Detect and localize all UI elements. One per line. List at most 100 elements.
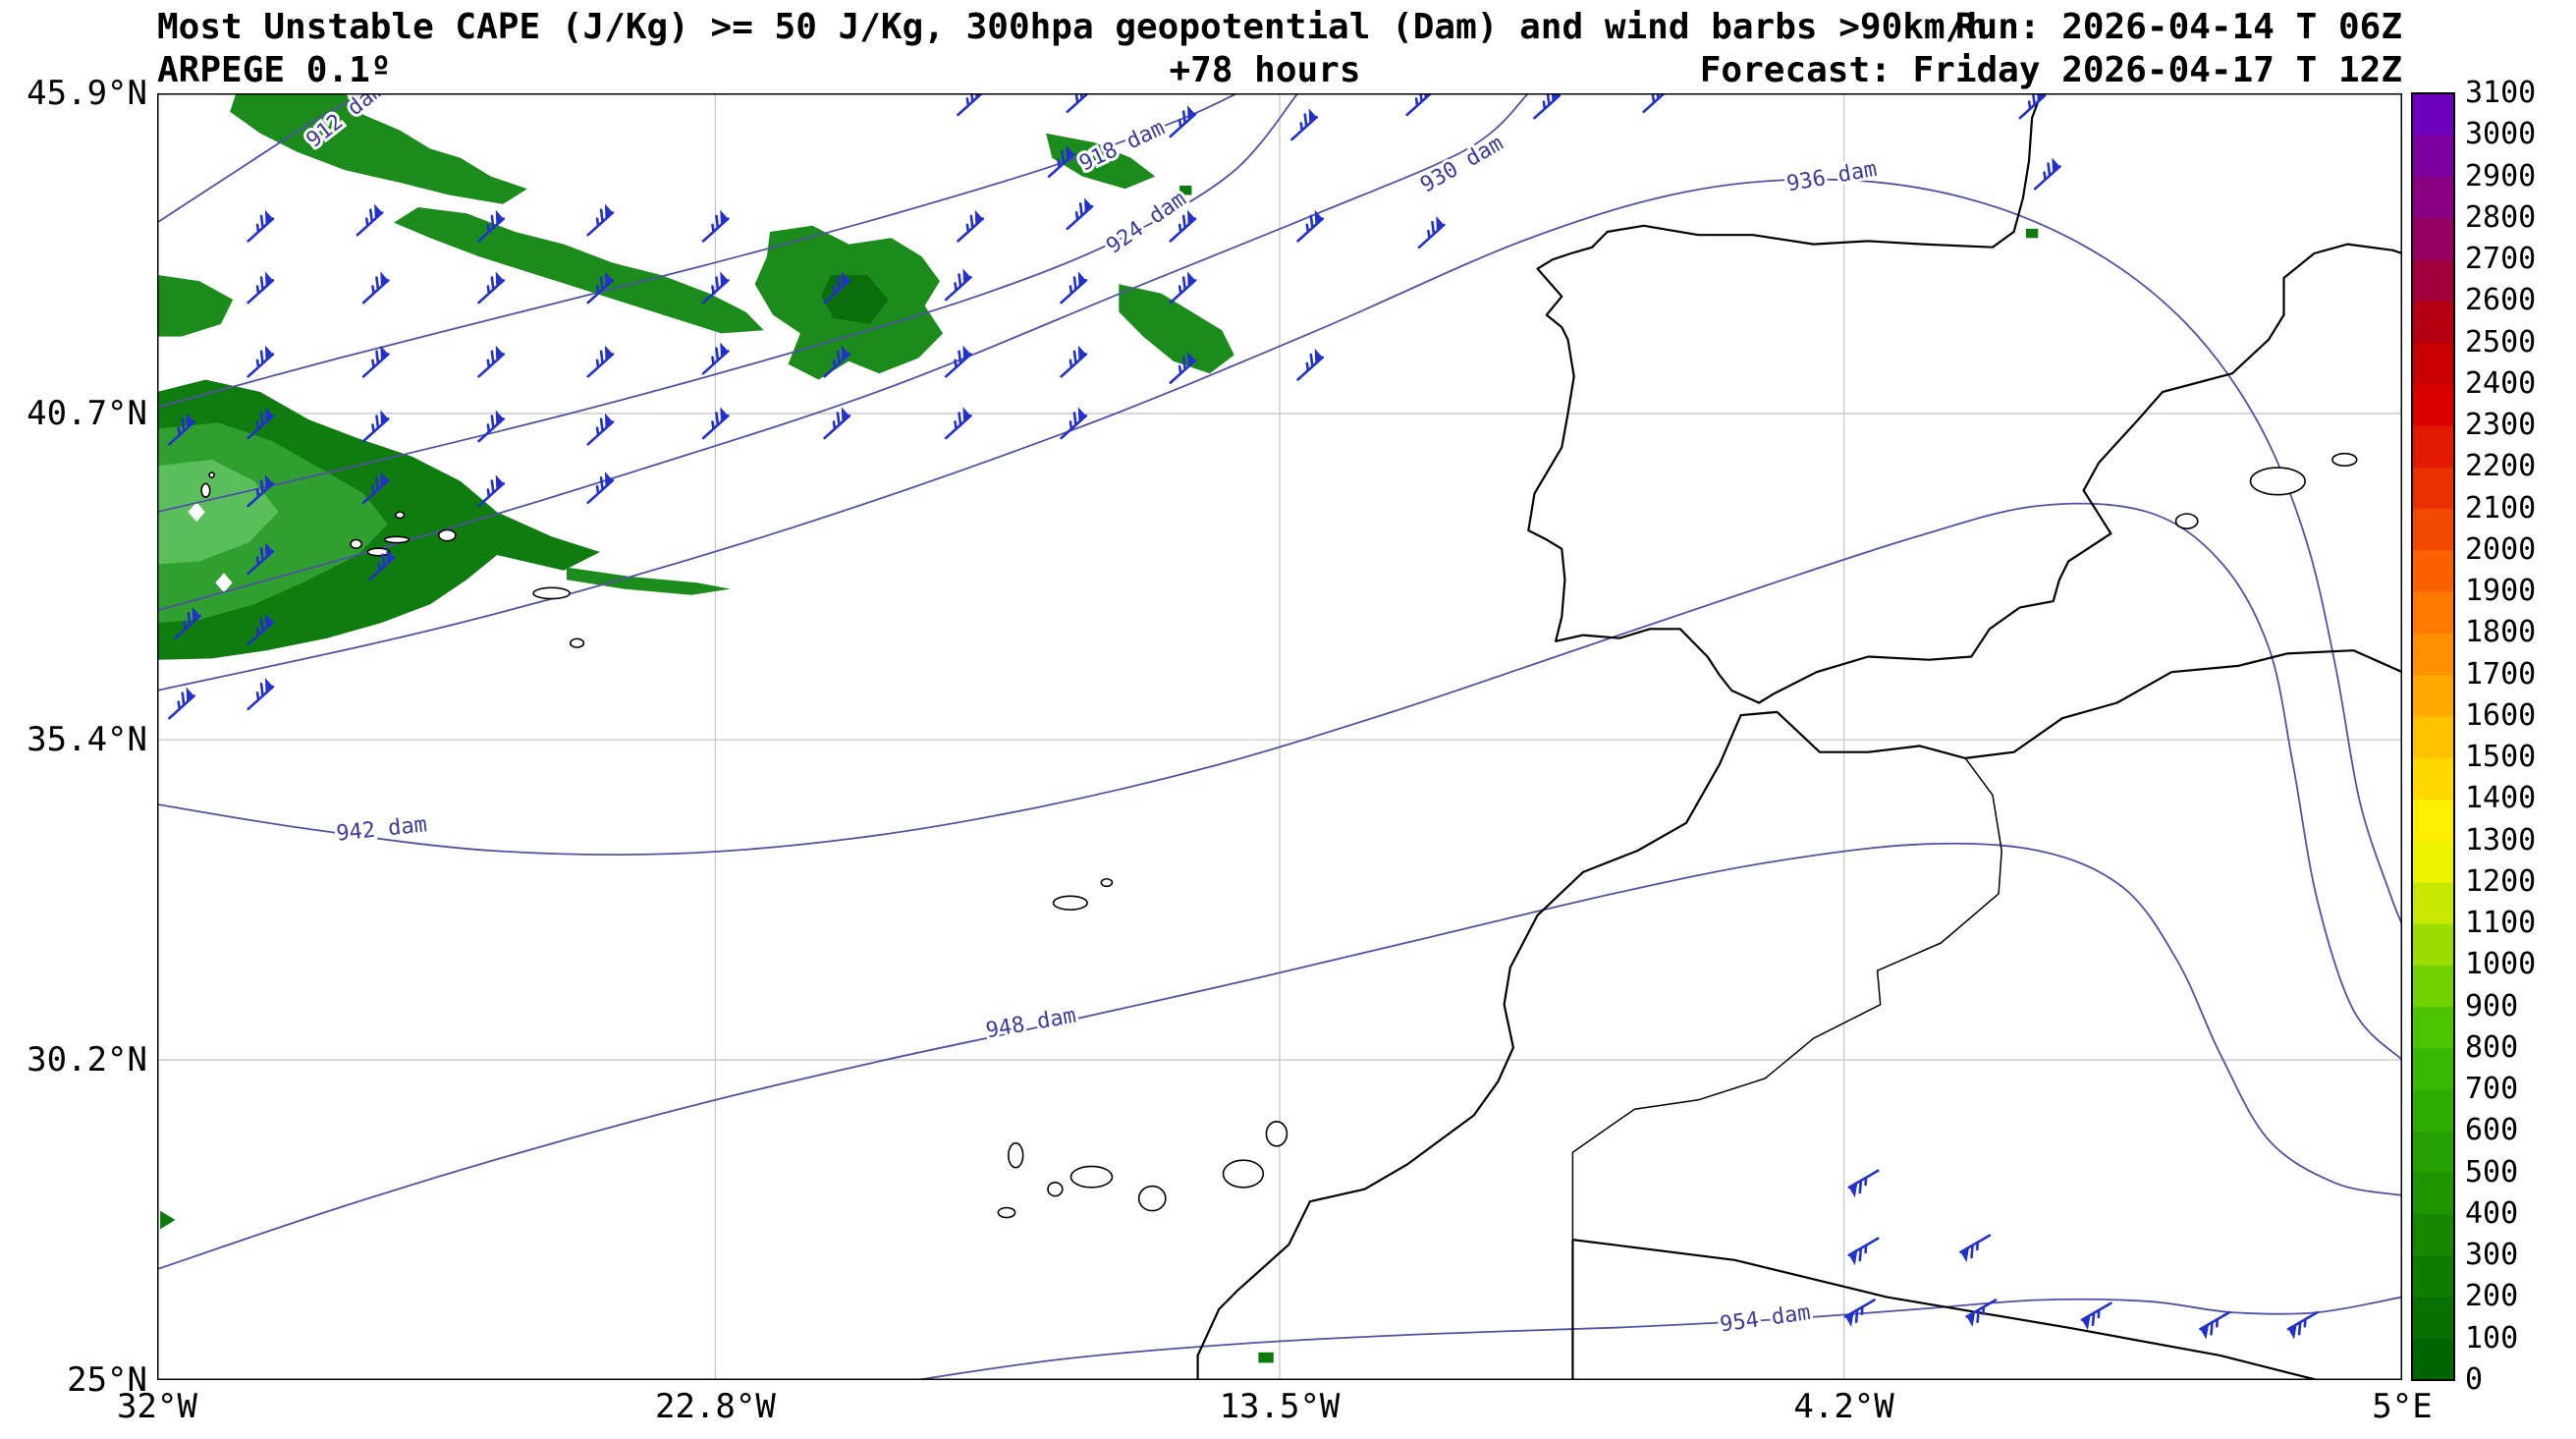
wind-barb bbox=[701, 342, 730, 375]
contour-label: 936 dam bbox=[1784, 157, 1879, 197]
wind-barb bbox=[1847, 1237, 1880, 1266]
wind-barb bbox=[247, 209, 275, 243]
colorbar-tick-label: 200 bbox=[2465, 1279, 2519, 1314]
colorbar-tick-label: 2700 bbox=[2465, 242, 2537, 277]
wind-barb bbox=[247, 474, 275, 508]
madeira-island bbox=[1052, 895, 1088, 911]
lon-tick-label: 13.5°W bbox=[1219, 1387, 1341, 1426]
wind-barb bbox=[1965, 1299, 1998, 1327]
coastline bbox=[1196, 649, 2402, 1380]
contour-label: 954 dam bbox=[1719, 1301, 1812, 1338]
cape-patch bbox=[157, 459, 279, 565]
colorbar-segment bbox=[2412, 383, 2454, 426]
geopotential-contour bbox=[157, 842, 2402, 1271]
wind-barb bbox=[2199, 1310, 2231, 1340]
wind-barb bbox=[1296, 209, 1325, 243]
colorbar-segment bbox=[2412, 176, 2454, 219]
colorbar-tick-label: 0 bbox=[2465, 1362, 2484, 1397]
wind-barb bbox=[1847, 1169, 1880, 1198]
geopotential-contour bbox=[157, 93, 1238, 409]
wind-barb bbox=[477, 474, 506, 508]
colorbar-tick-label: 500 bbox=[2465, 1154, 2519, 1190]
colorbar-segment bbox=[2412, 799, 2454, 842]
wind-barb bbox=[701, 271, 730, 304]
run-label: Run: 2026-04-14 T 06Z bbox=[1954, 7, 2402, 47]
wind-barb bbox=[1060, 271, 1088, 304]
colorbar-tick-label: 1800 bbox=[2465, 615, 2537, 650]
sao-miguel-island bbox=[532, 586, 571, 600]
colorbar-segment bbox=[2412, 840, 2454, 883]
wind-barb bbox=[477, 271, 506, 304]
wind-barb bbox=[957, 93, 985, 117]
colorbar-segment bbox=[2412, 342, 2454, 385]
colorbar-frame bbox=[2411, 92, 2455, 1381]
wind-barb bbox=[701, 407, 730, 440]
colorbar-segment bbox=[2412, 965, 2454, 1008]
lead-time-label: +78 hours bbox=[1169, 50, 1361, 90]
colorbar-tick-label: 1500 bbox=[2465, 740, 2537, 775]
wind-barb bbox=[586, 203, 615, 237]
wind-barb bbox=[361, 410, 390, 443]
colorbar-tick-label: 3100 bbox=[2465, 76, 2537, 110]
colorbar-segment bbox=[2412, 591, 2454, 634]
wind-barb bbox=[361, 471, 390, 505]
fuerteventura-island bbox=[1222, 1159, 1265, 1189]
colorbar-tick-label: 1600 bbox=[2465, 697, 2537, 733]
colorbar-segment bbox=[2412, 259, 2454, 302]
colorbar-tick-label: 2100 bbox=[2465, 490, 2537, 526]
colorbar-segment bbox=[2412, 715, 2454, 758]
wind-barb bbox=[586, 271, 615, 304]
sao-jorge-island bbox=[383, 535, 411, 544]
wind-barb bbox=[1060, 345, 1088, 378]
lon-tick-label: 5°E bbox=[2372, 1387, 2433, 1426]
colorbar-tick-label: 1900 bbox=[2465, 574, 2537, 609]
colorbar-segment bbox=[2412, 757, 2454, 800]
graciosa-island bbox=[395, 511, 406, 520]
wind-barb bbox=[247, 271, 275, 304]
colorbar-segment bbox=[2412, 1213, 2454, 1256]
colorbar-tick-label: 600 bbox=[2465, 1113, 2519, 1148]
colorbar-tick-label: 2200 bbox=[2465, 449, 2537, 484]
colorbar-tick-label: 400 bbox=[2465, 1195, 2519, 1231]
cape-patch bbox=[567, 567, 731, 595]
wind-barb bbox=[823, 407, 851, 440]
colorbar-segment bbox=[2412, 1006, 2454, 1049]
colorbar-tick-label: 1200 bbox=[2465, 863, 2537, 899]
ibiza-island bbox=[2174, 513, 2199, 529]
colorbar-tick-label: 700 bbox=[2465, 1072, 2519, 1107]
contour-label: 948 dam bbox=[984, 1004, 1078, 1044]
lat-tick-label: 35.4°N bbox=[27, 720, 147, 760]
colorbar-segment bbox=[2412, 1255, 2454, 1298]
wind-barb bbox=[2033, 157, 2061, 191]
wind-barb bbox=[367, 548, 396, 581]
wind-barb bbox=[1169, 209, 1197, 243]
wind-barb bbox=[247, 345, 275, 378]
wind-barb bbox=[1296, 348, 1325, 381]
wind-barb bbox=[1060, 407, 1088, 440]
colorbar-segment bbox=[2412, 93, 2454, 136]
colorbar-tick-label: 1700 bbox=[2465, 656, 2537, 692]
wind-barb bbox=[361, 271, 390, 304]
lat-tick-label: 45.9°N bbox=[27, 74, 147, 113]
colorbar-segment bbox=[2412, 1131, 2454, 1174]
contour-label: 924 dam bbox=[1102, 187, 1190, 259]
model-label: ARPEGE 0.1º bbox=[157, 50, 392, 90]
colorbar-tick-label: 900 bbox=[2465, 988, 2519, 1024]
wind-barb bbox=[586, 345, 615, 378]
lat-tick-label: 30.2°N bbox=[27, 1040, 147, 1080]
colorbar-tick-label: 1000 bbox=[2465, 947, 2537, 982]
wind-barb bbox=[477, 209, 506, 243]
colorbar bbox=[2411, 92, 2455, 1381]
wind-barb bbox=[586, 413, 615, 446]
cape-patch bbox=[160, 1210, 176, 1230]
tenerife-island bbox=[1069, 1165, 1114, 1189]
porto-santo-island bbox=[1100, 877, 1114, 888]
colorbar-segment bbox=[2412, 1047, 2454, 1090]
colorbar-tick-label: 2400 bbox=[2465, 365, 2537, 401]
wind-barb bbox=[1047, 144, 1075, 178]
la-gomera-island bbox=[1047, 1181, 1064, 1197]
wind-barb bbox=[2080, 1301, 2112, 1331]
colorbar-segment bbox=[2412, 135, 2454, 178]
colorbar-tick-label: 2300 bbox=[2465, 408, 2537, 443]
